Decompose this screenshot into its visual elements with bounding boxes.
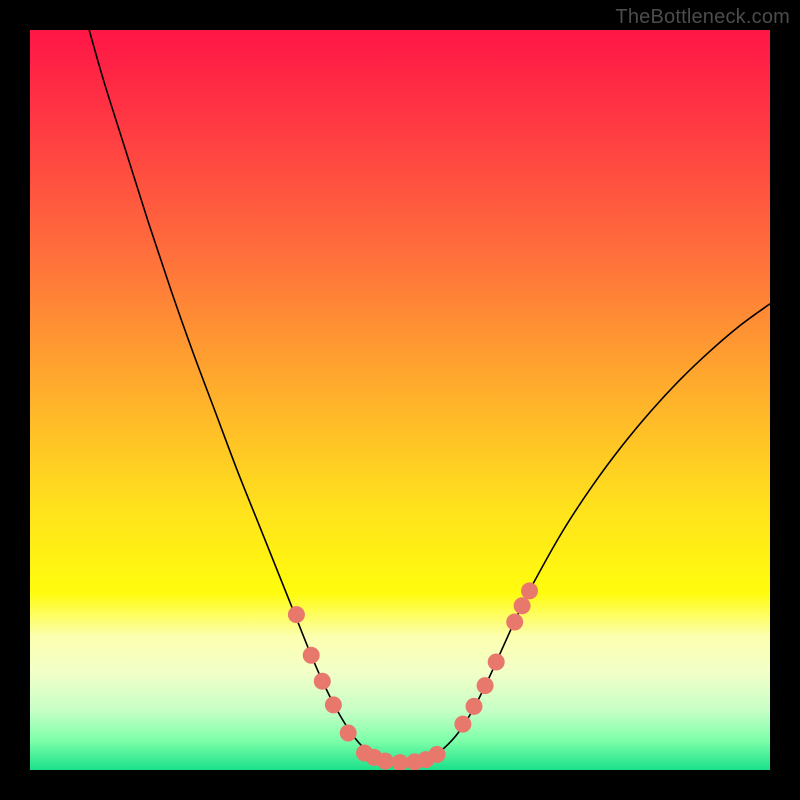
data-marker bbox=[506, 614, 523, 631]
data-marker bbox=[514, 597, 531, 614]
data-marker bbox=[466, 698, 483, 715]
data-marker bbox=[429, 746, 446, 763]
data-marker bbox=[392, 754, 409, 771]
data-marker bbox=[377, 753, 394, 770]
data-marker bbox=[314, 673, 331, 690]
data-marker bbox=[340, 725, 357, 742]
data-marker bbox=[488, 653, 505, 670]
chart-container: TheBottleneck.com bbox=[0, 0, 800, 800]
bottleneck-chart bbox=[0, 0, 800, 800]
data-marker bbox=[521, 582, 538, 599]
data-marker bbox=[303, 647, 320, 664]
data-marker bbox=[454, 716, 471, 733]
plot-background bbox=[30, 30, 770, 770]
watermark-label: TheBottleneck.com bbox=[615, 6, 790, 29]
data-marker bbox=[477, 677, 494, 694]
data-marker bbox=[325, 696, 342, 713]
data-marker bbox=[288, 606, 305, 623]
